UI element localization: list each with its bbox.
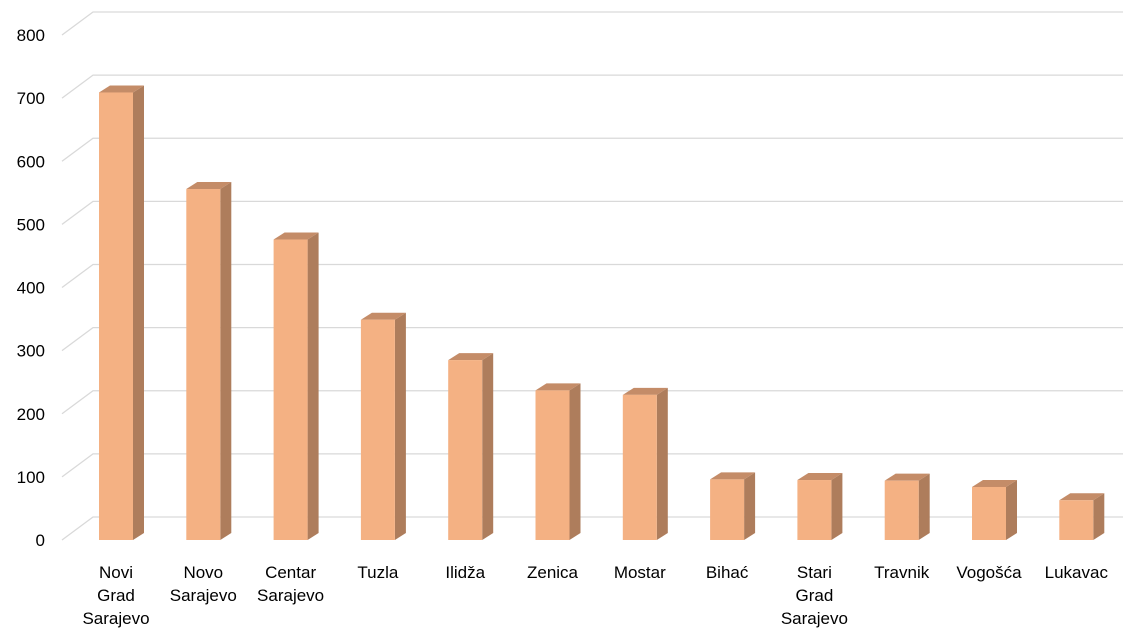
bar-front-face — [972, 486, 1006, 540]
bar-top-face — [535, 383, 581, 391]
bar-side-face — [656, 387, 668, 540]
bar-side-face — [220, 182, 232, 540]
y-axis-tick-labels: 0 100 200 300 400 500 600 700 800 — [17, 26, 45, 550]
bar — [972, 479, 1017, 540]
bar — [1059, 493, 1105, 540]
bar-top-face — [710, 472, 756, 480]
bar-front-face — [884, 480, 919, 540]
bar-side-face — [1093, 493, 1105, 540]
bar — [360, 312, 406, 540]
bar — [273, 232, 319, 540]
y-tick-label: 700 — [17, 89, 45, 108]
bar-front-face — [99, 92, 133, 540]
bar — [186, 182, 232, 540]
bar — [535, 383, 581, 540]
y-tick-label: 400 — [17, 279, 45, 298]
bar-top-face — [448, 353, 494, 361]
bar-side-face — [482, 353, 494, 540]
bar-top-face — [273, 232, 319, 240]
bar-top-face — [972, 479, 1017, 487]
bar-side-face — [307, 232, 319, 540]
gridline — [61, 453, 1123, 478]
x-category-label: Bihać — [706, 563, 749, 582]
bar-front-face — [360, 319, 395, 540]
bar — [448, 353, 494, 540]
x-category-label: Lukavac — [1045, 563, 1109, 582]
x-category-label: Travnik — [874, 563, 930, 582]
bar-front-face — [273, 239, 308, 540]
bar — [797, 473, 843, 540]
x-category-label: Zenica — [527, 563, 579, 582]
bar-top-face — [1059, 493, 1105, 501]
gridline — [61, 200, 1123, 225]
bar — [622, 387, 668, 540]
bar-top-face — [622, 387, 668, 395]
x-category-label: Novo Sarajevo — [170, 563, 237, 605]
gridline — [61, 390, 1123, 415]
bar — [710, 472, 756, 540]
x-axis-category-labels: Novi Grad Sarajevo Novo Sarajevo Centar Saraje… — [82, 563, 1108, 628]
y-tick-label: 300 — [17, 342, 45, 361]
bar-top-face — [360, 312, 406, 320]
bar — [884, 473, 930, 540]
gridline — [61, 137, 1123, 162]
bar-front-face — [797, 480, 832, 540]
x-category-label: Mostar — [614, 563, 666, 582]
gridline — [61, 11, 1123, 36]
y-tick-label: 100 — [17, 468, 45, 487]
x-category-label: Centar Sarajevo — [257, 563, 324, 605]
grid-lines — [61, 11, 1123, 541]
bar-side-face — [569, 383, 581, 540]
y-tick-label: 0 — [36, 531, 45, 550]
gridline — [61, 74, 1123, 99]
bar-front-face — [622, 394, 657, 540]
bar-front-face — [186, 189, 221, 540]
bar-side-face — [1006, 479, 1017, 540]
y-tick-label: 800 — [17, 26, 45, 45]
bar — [99, 85, 144, 540]
y-tick-label: 200 — [17, 405, 45, 424]
bar-side-face — [918, 473, 930, 540]
bar-front-face — [1059, 500, 1094, 540]
x-category-label: Novi Grad Sarajevo — [82, 563, 149, 628]
y-tick-label: 500 — [17, 215, 45, 234]
bar-side-face — [133, 85, 144, 540]
bars — [99, 85, 1105, 540]
bar-top-face — [797, 473, 843, 481]
gridline — [61, 516, 1123, 541]
y-tick-label: 600 — [17, 152, 45, 171]
bar-front-face — [535, 390, 570, 540]
x-category-label: Tuzla — [357, 563, 398, 582]
x-category-label: Vogošća — [956, 563, 1022, 582]
bar-top-face — [99, 85, 144, 93]
x-category-label: Stari Grad Sarajevo — [781, 563, 848, 628]
gridline — [61, 326, 1123, 352]
bar-top-face — [186, 182, 232, 190]
gridline — [61, 263, 1123, 289]
bar-front-face — [448, 360, 483, 540]
x-category-label: Ilidža — [445, 563, 485, 582]
bar-front-face — [710, 479, 745, 540]
bar-side-face — [831, 473, 843, 540]
bar-side-face — [744, 472, 756, 540]
bar-side-face — [394, 312, 406, 540]
bar-top-face — [884, 473, 930, 481]
